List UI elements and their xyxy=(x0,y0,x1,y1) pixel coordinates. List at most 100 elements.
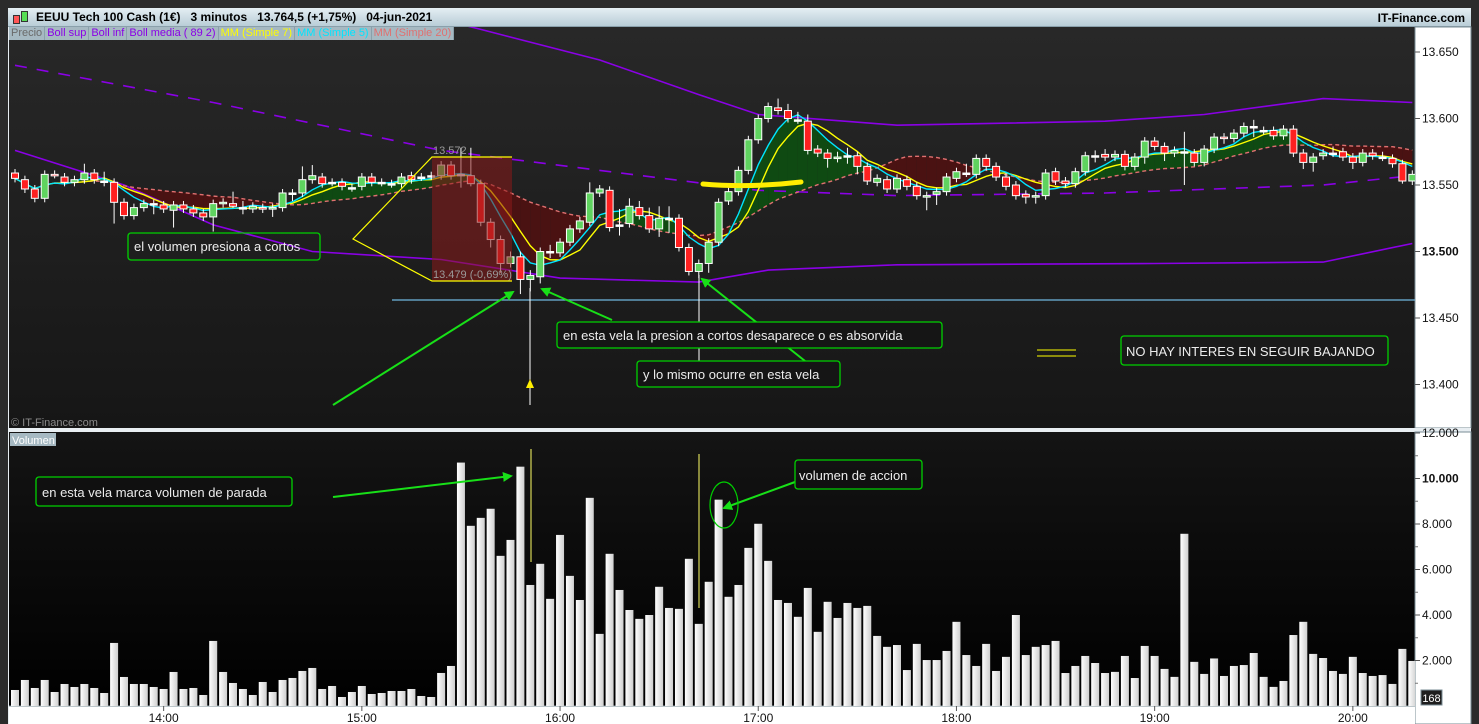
candle[interactable] xyxy=(1358,149,1367,167)
volume-bar[interactable] xyxy=(873,635,882,706)
volume-bar[interactable] xyxy=(1408,660,1416,706)
candle[interactable] xyxy=(149,199,158,215)
volume-bar[interactable] xyxy=(159,688,168,706)
volume-bar[interactable] xyxy=(833,617,842,706)
candle[interactable] xyxy=(1120,150,1129,171)
candle[interactable] xyxy=(1348,153,1357,170)
candle[interactable] xyxy=(912,182,921,200)
measure-rectangle[interactable] xyxy=(432,157,512,281)
volume-bar[interactable] xyxy=(962,655,971,706)
volume-axis[interactable] xyxy=(1414,431,1472,724)
volume-bar[interactable] xyxy=(1120,655,1129,706)
candle[interactable] xyxy=(278,188,287,212)
volume-bar[interactable] xyxy=(1309,653,1318,706)
volume-bar[interactable] xyxy=(1279,680,1288,706)
volume-bar[interactable] xyxy=(100,692,109,706)
candle[interactable] xyxy=(100,171,109,187)
volume-bar[interactable] xyxy=(1091,663,1100,706)
volume-bar[interactable] xyxy=(942,650,951,706)
volume-bar[interactable] xyxy=(1101,673,1110,706)
volume-bar[interactable] xyxy=(734,584,743,706)
candle[interactable] xyxy=(1031,191,1040,204)
candle[interactable] xyxy=(60,173,69,187)
candle[interactable] xyxy=(318,173,327,188)
candle[interactable] xyxy=(982,154,991,171)
highlight-stroke[interactable] xyxy=(700,179,804,189)
volume-bar[interactable] xyxy=(783,602,792,706)
volume-bar[interactable] xyxy=(209,640,218,706)
volume-bar[interactable] xyxy=(546,598,555,706)
candle[interactable] xyxy=(258,203,267,213)
candle[interactable] xyxy=(902,175,911,191)
candle[interactable] xyxy=(179,200,188,213)
candle[interactable] xyxy=(1130,153,1139,171)
candle[interactable] xyxy=(298,166,307,197)
volume-bar[interactable] xyxy=(665,607,674,706)
volume-bar[interactable] xyxy=(635,618,644,706)
candle[interactable] xyxy=(764,102,773,123)
candle[interactable] xyxy=(1002,173,1010,191)
volume-bar[interactable] xyxy=(1249,652,1258,706)
volume-bar[interactable] xyxy=(536,563,545,706)
volume-bar[interactable] xyxy=(20,679,29,706)
volume-bar[interactable] xyxy=(625,609,634,706)
volume-bar[interactable] xyxy=(179,688,188,706)
candle[interactable] xyxy=(129,203,138,220)
legend-boll-sup[interactable]: Boll sup xyxy=(45,27,90,40)
candle[interactable] xyxy=(556,238,565,257)
candle[interactable] xyxy=(1338,147,1347,162)
volume-bar[interactable] xyxy=(674,608,683,706)
volume-bar[interactable] xyxy=(308,667,317,706)
candle[interactable] xyxy=(635,200,644,220)
volume-bar[interactable] xyxy=(387,690,396,706)
candle[interactable] xyxy=(338,178,347,191)
candle[interactable] xyxy=(704,238,713,273)
candle[interactable] xyxy=(377,178,386,187)
candle[interactable] xyxy=(347,183,356,192)
price-axis[interactable] xyxy=(1414,26,1472,429)
volume-bar[interactable] xyxy=(189,687,198,706)
volume-bar[interactable] xyxy=(843,602,852,706)
volume-bar[interactable] xyxy=(11,689,19,706)
volume-bar[interactable] xyxy=(486,508,495,706)
candle[interactable] xyxy=(516,251,525,295)
candle[interactable] xyxy=(80,163,89,184)
volume-bar[interactable] xyxy=(427,696,436,706)
volume-bar[interactable] xyxy=(417,695,426,706)
candle[interactable] xyxy=(724,187,733,205)
candle[interactable] xyxy=(754,114,763,144)
candle[interactable] xyxy=(546,244,555,259)
volume-bar[interactable] xyxy=(556,534,565,706)
volume-bar[interactable] xyxy=(982,643,991,706)
volume-bar[interactable] xyxy=(229,682,238,706)
volume-bar[interactable] xyxy=(803,587,812,706)
candle[interactable] xyxy=(992,162,1001,182)
candle[interactable] xyxy=(863,162,872,185)
candle[interactable] xyxy=(308,165,317,184)
volume-bar[interactable] xyxy=(90,687,99,706)
volume-bar[interactable] xyxy=(714,499,723,706)
candle[interactable] xyxy=(1150,137,1159,151)
volume-bar[interactable] xyxy=(724,596,733,706)
volume-bar[interactable] xyxy=(338,696,347,706)
candle[interactable] xyxy=(219,198,228,208)
candle[interactable] xyxy=(417,173,426,182)
volume-bar[interactable] xyxy=(238,688,247,706)
volume-bar[interactable] xyxy=(605,553,614,706)
candle[interactable] xyxy=(1329,146,1338,158)
volume-bar[interactable] xyxy=(1190,661,1199,706)
candle[interactable] xyxy=(1309,153,1318,172)
candle[interactable] xyxy=(1220,133,1229,144)
volume-bar[interactable] xyxy=(1368,675,1377,706)
candle[interactable] xyxy=(694,259,703,279)
candle[interactable] xyxy=(1210,133,1219,154)
volume-bar[interactable] xyxy=(50,691,59,706)
candle[interactable] xyxy=(892,174,901,193)
volume-bar[interactable] xyxy=(437,672,446,706)
annotation-box-4[interactable] xyxy=(1120,335,1389,366)
candle[interactable] xyxy=(1200,145,1209,167)
annotation-box-3[interactable] xyxy=(636,360,841,388)
candle[interactable] xyxy=(1061,177,1070,188)
measure-tool-lines[interactable] xyxy=(352,156,512,282)
